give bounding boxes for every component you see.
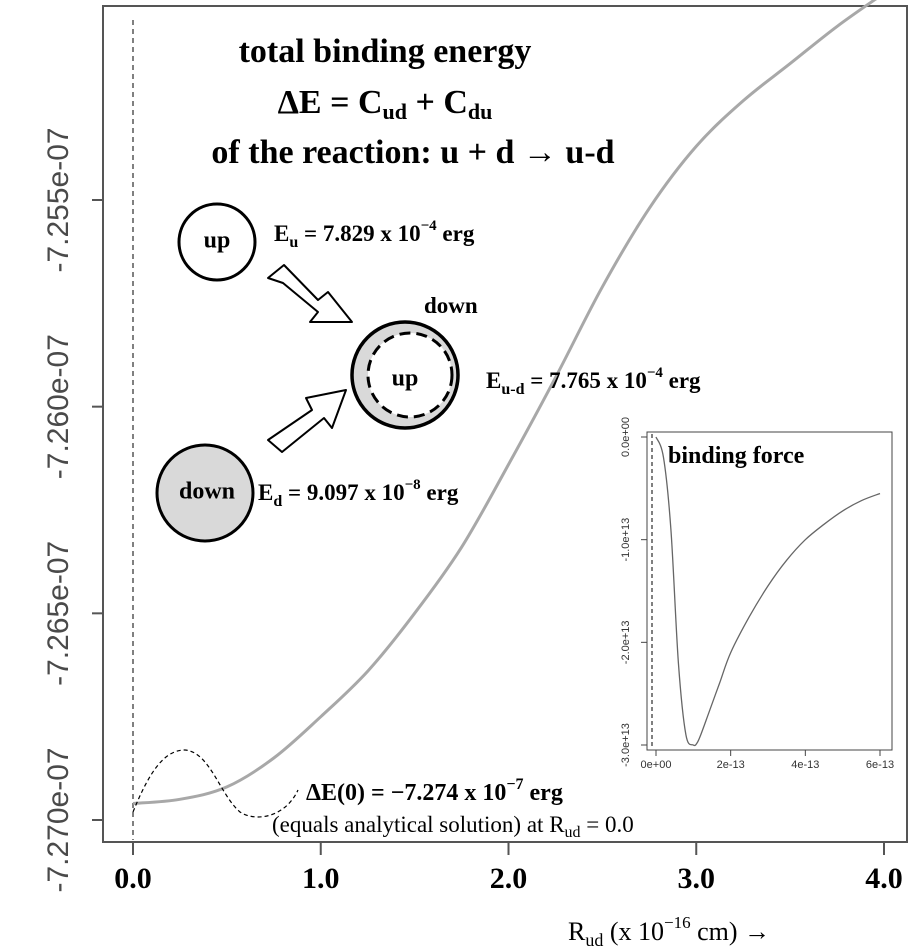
down-to-combined-arrow-icon — [267, 389, 347, 453]
binding-energy-curve — [132, 0, 877, 805]
y-axis: -7.270e-07 -7.265e-07 -7.260e-07 -7.255e-07 — [42, 127, 103, 893]
up-quark-circle — [177, 202, 257, 282]
x-tick-label: 3.0 — [678, 862, 716, 895]
inset-y-tick-label: -1.0e+13 — [620, 518, 632, 562]
x-tick-label: 1.0 — [302, 862, 340, 895]
binding-force-curve — [655, 436, 881, 747]
inset-y-tick-label: -2.0e+13 — [620, 620, 632, 664]
inset-x-tick-label: 6e-13 — [866, 759, 894, 771]
inset-y-tick-label: 0.0e+00 — [620, 417, 632, 457]
x-axis-title: Rud (x 10−16 cm) → — [568, 913, 770, 950]
up-to-combined-arrow-icon — [267, 264, 353, 323]
chart-title-line-2: ΔE = Cud + Cdu — [278, 84, 493, 124]
delta-e-zero-label: ΔE(0) = −7.274 x 10−7 erg — [306, 776, 563, 806]
plot-frame — [102, 5, 908, 843]
up-quark-label: up — [204, 228, 231, 254]
x-tick-label: 2.0 — [490, 862, 528, 895]
eu-label: Eu = 7.829 x 10−4 erg — [274, 218, 475, 251]
x-tick-label: 0.0 — [114, 862, 152, 895]
analytic-solution-label: (equals analytical solution) at Rud = 0.… — [272, 812, 634, 841]
inset-x-tick-label: 2e-13 — [717, 759, 745, 771]
dashed-wave-decoration — [132, 749, 299, 818]
chart-title-line-1: total binding energy — [239, 33, 532, 70]
y-tick-label: -7.255e-07 — [42, 127, 75, 272]
down-quark-circle — [155, 443, 255, 543]
inset-frame — [646, 431, 893, 751]
inset-x-axis: 0e+00 2e-13 4e-13 6e-13 — [641, 750, 894, 771]
chart-title-line-3: of the reaction: u + d → u-d — [211, 134, 614, 171]
inset-x-tick-label: 0e+00 — [641, 759, 672, 771]
eud-label: Eu-d = 7.765 x 10−4 erg — [486, 365, 701, 398]
y-tick-label: -7.260e-07 — [42, 334, 75, 479]
inset-y-tick-label: -3.0e+13 — [620, 723, 632, 767]
combined-inner-up-circle — [366, 331, 454, 419]
inset-title: binding force — [668, 443, 805, 469]
combined-up-label: up — [392, 366, 419, 392]
inset-y-axis: 0.0e+00 -1.0e+13 -2.0e+13 -3.0e+13 — [620, 417, 647, 767]
y-tick-label: -7.265e-07 — [42, 541, 75, 686]
down-quark-label: down — [179, 479, 235, 505]
x-tick-label: 4.0 — [865, 862, 903, 895]
ed-label: Ed = 9.097 x 10−8 erg — [258, 477, 459, 510]
inset-background — [594, 410, 904, 775]
combined-down-label: down — [424, 293, 478, 318]
x-axis: 0.0 1.0 2.0 3.0 4.0 — [114, 842, 903, 895]
binding-force-inset: 0.0e+00 -1.0e+13 -2.0e+13 -3.0e+13 0e+00 2e-… — [594, 410, 904, 775]
inset-x-tick-label: 4e-13 — [791, 759, 819, 771]
y-tick-label: -7.270e-07 — [42, 747, 75, 892]
